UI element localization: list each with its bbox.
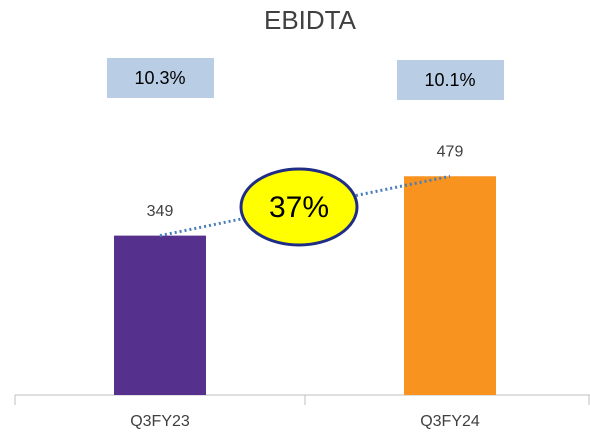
x-tick-label: Q3FY24 — [420, 413, 480, 430]
data-label: 479 — [437, 143, 464, 160]
margin-label: 10.3% — [134, 68, 185, 88]
data-label: 349 — [147, 203, 174, 220]
growth-label: 37% — [269, 191, 329, 224]
chart-title: EBIDTA — [264, 5, 357, 35]
bar — [114, 235, 206, 395]
margin-box — [107, 58, 214, 98]
margin-label: 10.1% — [424, 70, 475, 90]
trend-line — [159, 174, 451, 238]
margin-box — [397, 60, 504, 100]
x-tick-label: Q3FY23 — [130, 413, 190, 430]
bar — [404, 176, 496, 395]
growth-bubble — [239, 167, 359, 247]
